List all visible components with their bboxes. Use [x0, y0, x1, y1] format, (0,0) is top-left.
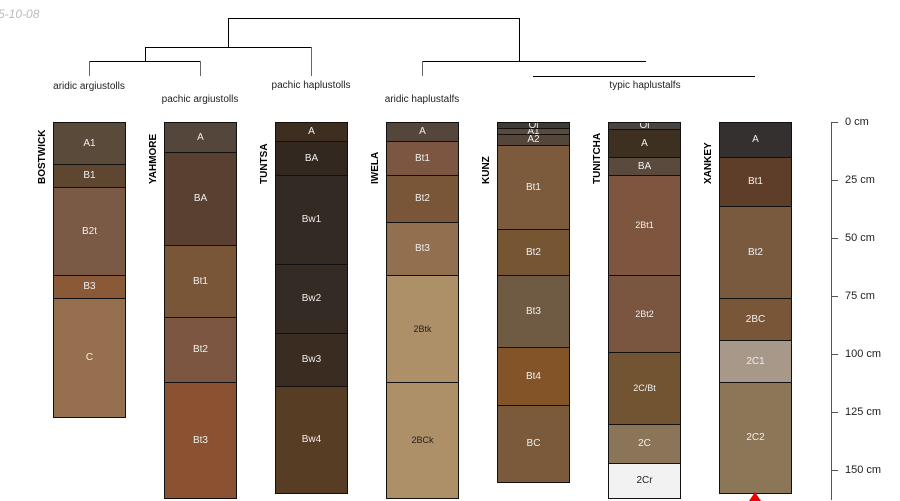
profile-name: KUNZ [481, 156, 492, 184]
horizon: 2C/Bt [608, 352, 681, 425]
horizon: Bw2 [275, 264, 348, 334]
horizon: 2C [608, 424, 681, 464]
profile-name: YAHMORE [148, 133, 159, 184]
horizon: A1 [53, 122, 126, 165]
horizon: C [53, 298, 126, 418]
horizon: 2BC [719, 298, 792, 341]
axis-tick [831, 122, 838, 123]
horizon: 2C2 [719, 382, 792, 494]
horizon: Bw1 [275, 175, 348, 265]
depth-axis [831, 122, 832, 500]
taxon-label: aridic argiustolls [53, 81, 125, 92]
horizon: Bt2 [386, 175, 459, 223]
horizon: A [719, 122, 792, 158]
axis-tick-label: 50 cm [845, 232, 875, 244]
horizon: Bt3 [386, 222, 459, 276]
axis-tick [831, 354, 838, 355]
profile-name: XANKEY [703, 142, 714, 184]
horizon: B3 [53, 275, 126, 299]
horizon: BC [497, 405, 570, 483]
profile-name: TUNTSA [259, 143, 270, 184]
axis-tick [831, 180, 838, 181]
profile-name: IWELA [370, 151, 381, 184]
taxon-label: pachic argiustolls [161, 94, 239, 105]
axis-tick [831, 296, 838, 297]
axis-tick-label: 75 cm [845, 290, 875, 302]
horizon: Bt1 [164, 245, 237, 318]
taxon-label: typic haplustalfs [609, 80, 681, 91]
horizon: A [275, 122, 348, 142]
horizon: B2t [53, 187, 126, 276]
horizon: 2Cr [608, 463, 681, 499]
axis-tick [831, 470, 838, 471]
horizon: Bt1 [386, 141, 459, 176]
horizon: BA [275, 141, 348, 176]
horizon: B1 [53, 164, 126, 188]
horizon: A [386, 122, 459, 142]
taxon-label: aridic haplustalfs [384, 94, 460, 105]
horizon: Bt2 [719, 206, 792, 299]
horizon: Bt1 [719, 157, 792, 207]
horizon: BA [608, 157, 681, 176]
axis-tick [831, 238, 838, 239]
date-label: 5-10-08 [0, 7, 40, 21]
horizon: 2C1 [719, 340, 792, 383]
taxon-label: pachic haplustolls [271, 80, 351, 91]
axis-tick-label: 150 cm [845, 464, 882, 476]
axis-tick-label: 25 cm [845, 174, 875, 186]
horizon: Bt4 [497, 347, 570, 406]
horizon: Bw4 [275, 386, 348, 494]
horizon: A [608, 129, 681, 158]
axis-tick-label: 0 cm [845, 116, 869, 128]
profile-name: TUNITCHA [592, 132, 603, 184]
red-triangle-marker [749, 492, 761, 501]
horizon: 2BCk [386, 382, 459, 499]
horizon: A [164, 122, 237, 153]
horizon: 2Bt1 [608, 175, 681, 276]
horizon: BA [164, 152, 237, 246]
horizon: 2Btk [386, 275, 459, 383]
horizon: Bt1 [497, 145, 570, 230]
horizon: Bt2 [164, 317, 237, 383]
axis-tick [831, 412, 838, 413]
horizon: Bw3 [275, 333, 348, 387]
horizon: Bt2 [497, 229, 570, 276]
axis-tick-label: 125 cm [845, 406, 882, 418]
horizon: 2Bt2 [608, 275, 681, 353]
profile-name: BOSTWICK [37, 129, 48, 184]
axis-tick-label: 100 cm [845, 348, 882, 360]
horizon: Bt3 [497, 275, 570, 348]
horizon: Bt3 [164, 382, 237, 499]
